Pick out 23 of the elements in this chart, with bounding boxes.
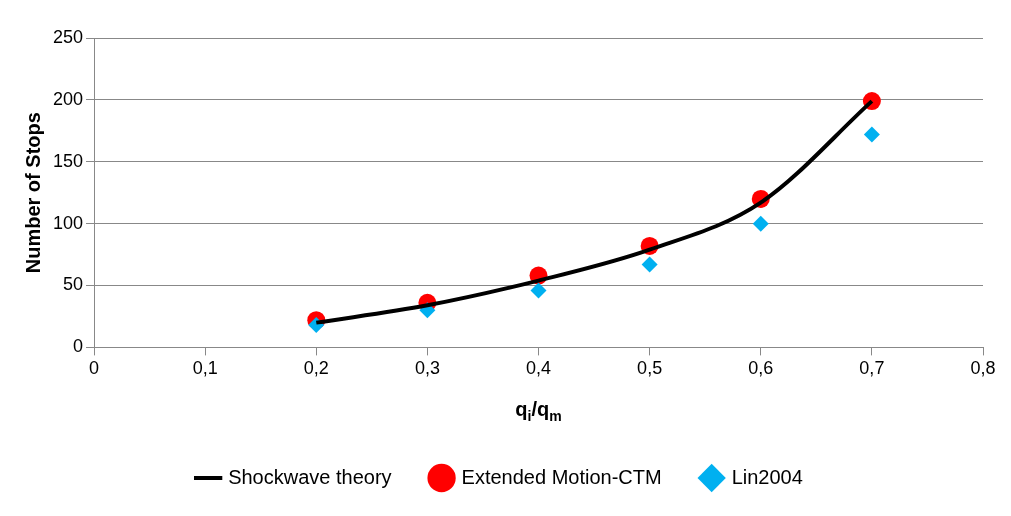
y-tick-label: 250	[52, 26, 84, 47]
x-tick-label: 0,7	[859, 358, 885, 379]
x-tick-label: 0,6	[748, 358, 774, 379]
x-tick-label: 0,8	[970, 358, 996, 379]
y-tick-label: 50	[63, 274, 84, 295]
point	[530, 282, 547, 299]
legend-label: Lin2004	[731, 465, 803, 488]
x-tick-label: 0,4	[526, 358, 552, 379]
y-tick-label: 0	[73, 336, 84, 357]
point	[863, 126, 880, 143]
x-tick-label: 0,2	[303, 358, 329, 379]
y-tick-label: 200	[52, 88, 84, 109]
y-tick-label: 150	[52, 150, 84, 171]
x-tick-label: 0,1	[192, 358, 218, 379]
x-tick-label: 0,5	[637, 358, 663, 379]
legend-label: Shockwave theory	[228, 465, 392, 488]
x-tick-label: 0	[89, 358, 100, 379]
point	[641, 256, 658, 273]
point	[752, 215, 769, 232]
y-axis-title: Number of Stops	[21, 112, 44, 274]
y-tick-label: 100	[52, 212, 84, 233]
legend-label: Extended Motion-CTM	[461, 465, 662, 488]
x-tick-label: 0,3	[414, 358, 440, 379]
